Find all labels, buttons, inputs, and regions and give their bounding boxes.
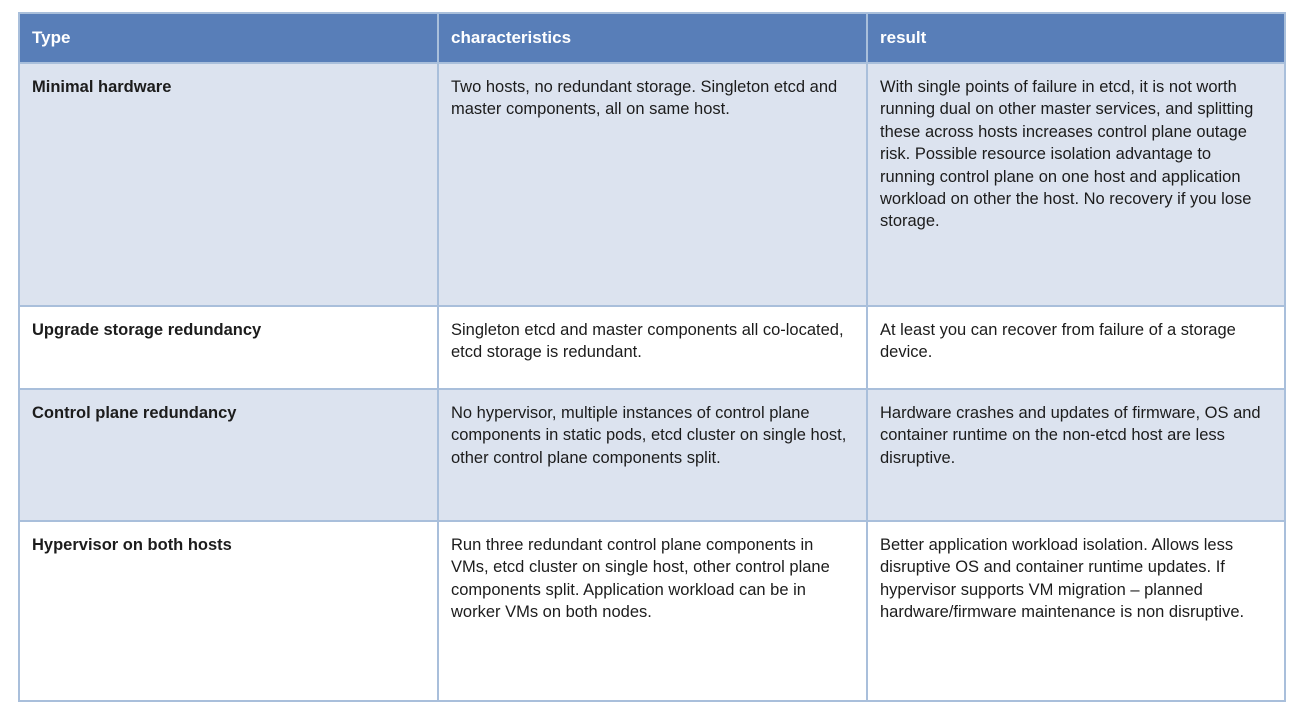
- cell-characteristics: Singleton etcd and master components all…: [437, 305, 868, 390]
- cell-result: Hardware crashes and updates of firmware…: [866, 387, 1286, 522]
- cell-characteristics: No hypervisor, multiple instances of con…: [437, 387, 868, 522]
- cell-type: Minimal hardware: [18, 62, 439, 307]
- table-row-minimal-hardware: Minimal hardware Two hosts, no redundant…: [18, 62, 1286, 307]
- cell-result: With single points of failure in etcd, i…: [866, 62, 1286, 307]
- cell-type: Control plane redundancy: [18, 387, 439, 522]
- cell-type: Hypervisor on both hosts: [18, 519, 439, 702]
- header-row: Type characteristics result: [18, 12, 1286, 64]
- column-header-type: Type: [18, 12, 439, 64]
- cell-result: At least you can recover from failure of…: [866, 305, 1286, 390]
- column-header-characteristics: characteristics: [437, 12, 868, 64]
- cell-type: Upgrade storage redundancy: [18, 305, 439, 390]
- cell-characteristics: Run three redundant control plane compon…: [437, 519, 868, 702]
- table-row-hypervisor-on-both-hosts: Hypervisor on both hosts Run three redun…: [18, 519, 1286, 702]
- table-row-upgrade-storage-redundancy: Upgrade storage redundancy Singleton etc…: [18, 305, 1286, 390]
- column-header-result: result: [866, 12, 1286, 64]
- cluster-resiliency-options-table: Type characteristics result Minimal hard…: [18, 12, 1286, 702]
- cell-result: Better application workload isolation. A…: [866, 519, 1286, 702]
- table-row-control-plane-redundancy: Control plane redundancy No hypervisor, …: [18, 387, 1286, 522]
- cell-characteristics: Two hosts, no redundant storage. Singlet…: [437, 62, 868, 307]
